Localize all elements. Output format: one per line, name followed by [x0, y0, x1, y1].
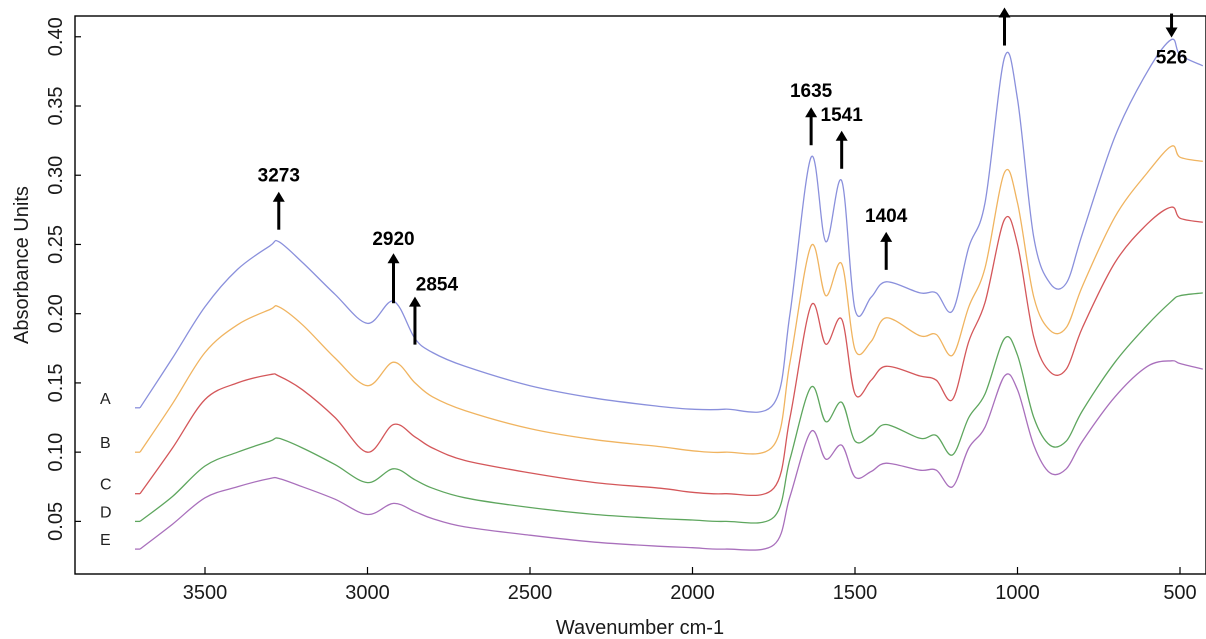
peak-label-1635: 1635 — [790, 81, 833, 102]
peak-label-2920: 2920 — [372, 229, 414, 250]
peak-annotation-2854: 2854 — [408, 275, 459, 345]
series-E-line — [139, 360, 1203, 551]
peak-annotation-1404: 1404 — [865, 206, 908, 270]
series-C-label: C — [100, 477, 112, 494]
peak-label-3273: 3273 — [258, 166, 300, 187]
series-B-line — [139, 145, 1203, 455]
x-tick-label-1500: 1500 — [833, 582, 878, 604]
peak-arrow-head-1635 — [805, 107, 818, 118]
peak-annotation-526: 526 — [1156, 13, 1188, 69]
y-tick-label-0.40: 0.40 — [45, 17, 67, 56]
peak-annotation-2920: 2920 — [372, 229, 415, 304]
x-axis-title: Wavenumber cm-1 — [556, 617, 724, 639]
series-E-label: E — [100, 532, 111, 549]
peak-arrow-head-3273 — [272, 191, 285, 202]
x-tick-label-3500: 3500 — [183, 582, 228, 604]
peak-annotation-1635: 1635 — [790, 81, 833, 146]
peak-annotations: 3273 2920 2854 1635 1541 1404 1040 526 — [258, 0, 1188, 345]
peak-arrow-head-526 — [1165, 27, 1178, 38]
x-tick-label-3000: 3000 — [345, 582, 390, 604]
series-B-label: B — [100, 435, 111, 452]
x-tick-label-500: 500 — [1163, 582, 1196, 604]
series-D-label: D — [100, 504, 112, 521]
y-tick-label-0.05: 0.05 — [45, 502, 67, 541]
y-tick-label-0.10: 0.10 — [45, 433, 67, 472]
peak-annotation-1541: 1541 — [821, 105, 864, 169]
y-tick-label-0.25: 0.25 — [45, 225, 67, 264]
series-labels: A B CDE — [100, 391, 112, 549]
y-axis-title: Absorbance Units — [11, 186, 33, 344]
series-D-line — [139, 292, 1203, 524]
peak-arrow-head-1404 — [880, 231, 893, 242]
peak-label-2854: 2854 — [416, 275, 459, 296]
peak-label-526: 526 — [1156, 48, 1188, 69]
x-tick-label-2000: 2000 — [670, 582, 715, 604]
y-tick-label-0.15: 0.15 — [45, 363, 67, 402]
x-tick-label-2500: 2500 — [508, 582, 553, 604]
peak-arrow-head-1541 — [835, 130, 848, 141]
y-tick-label-0.30: 0.30 — [45, 156, 67, 195]
peak-label-1040: 1040 — [983, 0, 1025, 3]
peak-arrow-head-2920 — [387, 253, 400, 264]
plot-frame — [74, 15, 1206, 575]
peak-label-1404: 1404 — [865, 206, 908, 227]
y-tick-label-0.20: 0.20 — [45, 294, 67, 333]
peak-label-1541: 1541 — [821, 105, 864, 126]
peak-arrow-head-2854 — [408, 296, 421, 307]
series-C-line — [139, 206, 1203, 497]
axis-ticks: 3500 3000 2500 2000 1500 1000 500 0.05 0.10 0.15 0… — [45, 17, 1197, 604]
y-tick-label-0.35: 0.35 — [45, 87, 67, 126]
x-tick-label-1000: 1000 — [995, 582, 1040, 604]
spectra-series — [135, 38, 1204, 551]
series-A-line — [139, 38, 1204, 413]
peak-annotation-3273: 3273 — [258, 166, 300, 230]
peak-annotation-1040: 1040 — [983, 0, 1026, 46]
series-A-label: A — [100, 391, 111, 408]
peak-arrow-head-1040 — [998, 7, 1011, 18]
